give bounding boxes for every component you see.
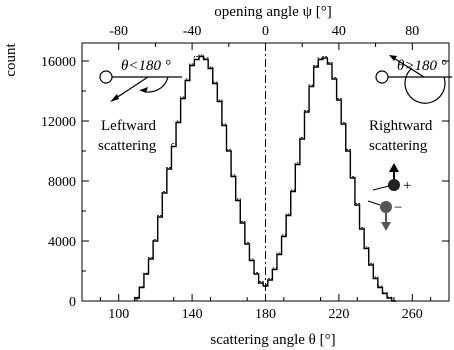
x-tick-label: 260 [402,307,423,322]
spin-legend: + − [367,163,411,231]
top-tick-label: -40 [183,24,202,39]
left-target-circle [99,70,113,84]
top-tick-label: -80 [109,24,128,39]
right-angle-arc [404,67,446,104]
left-arrowhead [110,94,119,102]
top-tick-label: 40 [332,24,346,39]
right-target-circle [375,70,389,84]
y-tick-label: 4000 [48,235,76,250]
spin-down-pointer [367,200,381,206]
right-scatter-arrow [391,56,425,78]
x-axis-title: scattering angle θ [°] [210,332,335,348]
spin-up-ball [388,179,400,191]
spin-up-arrowhead [389,163,399,172]
x-tick-label: 220 [328,307,349,322]
left-scatter-schematic: θ<180 ° Leftward scattering [98,58,182,154]
left-angle-label: θ<180 ° [121,58,171,74]
x-tick-label: 100 [108,307,129,322]
spin-down-arrowhead [381,222,391,231]
y-axis-title: count [3,43,19,77]
y-tick-label: 12000 [41,115,76,130]
spin-down-ball [380,201,392,213]
right-angle-label: θ>180 ° [397,58,447,74]
spin-up-pointer [372,185,390,191]
top-tick-label: 80 [405,24,419,39]
left-label-2: scattering [98,138,157,154]
top-tick-label: 0 [262,24,269,39]
right-label-1: Rightward [369,118,433,134]
left-scatter-arrow [112,76,149,101]
spin-down-label: − [394,200,402,216]
top-axis-title: opening angle ψ [°] [214,4,331,20]
x-tick-label: 180 [255,307,276,322]
left-label-1: Leftward [101,118,156,134]
histogram-series-dotted [134,54,397,301]
left-arc-arrowhead [140,87,148,93]
right-arrowhead [389,55,397,61]
right-label-2: scattering [369,138,428,154]
right-scatter-schematic: θ>180 ° Rightward scattering [369,55,452,154]
y-tick-label: 16000 [41,55,76,70]
y-tick-label: 8000 [48,175,76,190]
x-tick-label: 140 [182,307,203,322]
y-tick-label: 0 [69,295,76,310]
spin-up-label: + [403,178,411,194]
